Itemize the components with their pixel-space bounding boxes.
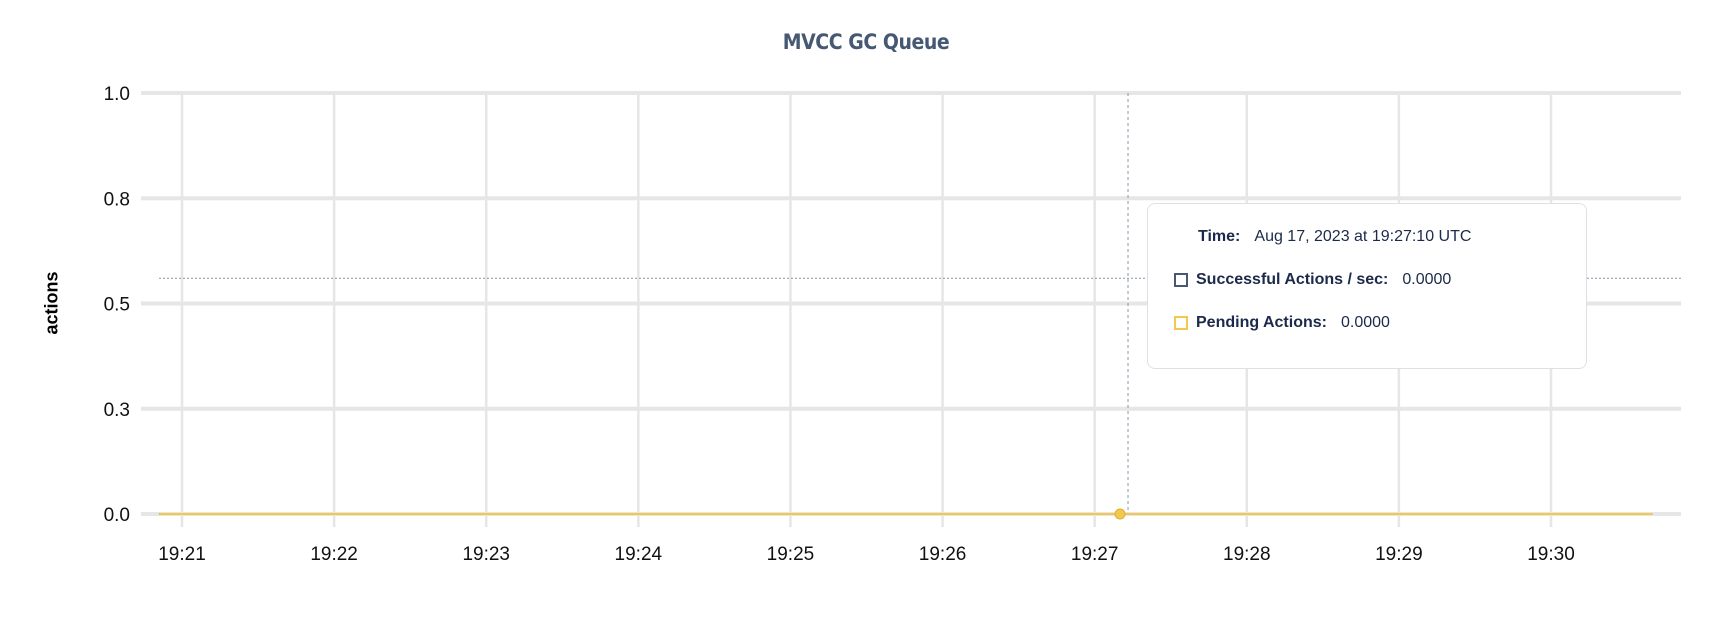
hover-point	[1114, 508, 1126, 520]
y-tick-label: 0.8	[104, 189, 130, 210]
tooltip-row-successful: Successful Actions / sec: 0.0000	[1174, 271, 1451, 289]
legend-swatch-icon	[1174, 316, 1188, 330]
y-tick-label: 1.0	[104, 84, 130, 105]
x-tick-label: 19:24	[615, 544, 663, 565]
x-tick-label: 19:30	[1527, 544, 1575, 565]
legend-swatch-icon	[1174, 273, 1188, 287]
tooltip-time-row: Time: Aug 17, 2023 at 19:27:10 UTC	[1198, 228, 1471, 246]
x-tick-label: 19:29	[1375, 544, 1423, 565]
y-tick-label: 0.0	[104, 505, 130, 526]
x-tick-label: 19:25	[767, 544, 815, 565]
tooltip-series-label: Successful Actions / sec:	[1196, 271, 1389, 288]
y-tick-label: 0.5	[104, 295, 130, 316]
tooltip-time-value: Aug 17, 2023 at 19:27:10 UTC	[1254, 228, 1472, 245]
tooltip: Time: Aug 17, 2023 at 19:27:10 UTC Succe…	[1147, 203, 1587, 369]
tooltip-series-value: 0.0000	[1340, 314, 1390, 331]
tooltip-row-pending: Pending Actions: 0.0000	[1174, 314, 1390, 332]
tooltip-series-value: 0.0000	[1402, 271, 1452, 288]
chart-title: MVCC GC Queue	[782, 30, 950, 54]
tooltip-series-label: Pending Actions:	[1196, 314, 1327, 331]
tooltip-time-label: Time:	[1198, 228, 1241, 245]
x-tick-label: 19:27	[1071, 544, 1119, 565]
x-tick-label: 19:26	[919, 544, 967, 565]
x-tick-label: 19:22	[310, 544, 358, 565]
y-tick-label: 0.3	[104, 400, 130, 421]
x-tick-label: 19:28	[1223, 544, 1271, 565]
x-tick-label: 19:21	[158, 544, 206, 565]
x-tick-label: 19:23	[462, 544, 510, 565]
